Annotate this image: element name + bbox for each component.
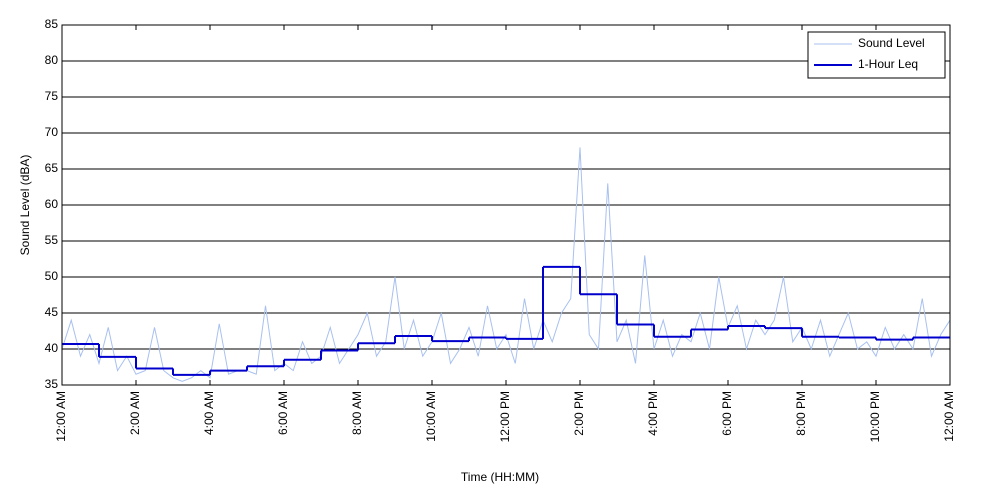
x-tick-label: 4:00 AM	[202, 391, 216, 435]
y-tick-label: 60	[45, 197, 59, 211]
x-tick-label: 8:00 PM	[794, 391, 808, 436]
legend-label: 1-Hour Leq	[858, 57, 918, 71]
y-tick-label: 50	[45, 269, 59, 283]
x-tick-label: 2:00 PM	[572, 391, 586, 436]
y-tick-label: 80	[45, 53, 59, 67]
y-tick-label: 70	[45, 125, 59, 139]
y-tick-label: 45	[45, 305, 59, 319]
y-tick-label: 35	[45, 377, 59, 391]
y-tick-label: 75	[45, 89, 59, 103]
legend-box	[807, 31, 946, 79]
x-tick-label: 4:00 PM	[646, 391, 660, 436]
x-axis-label: Time (HH:MM)	[461, 470, 539, 484]
plot-frame	[61, 24, 951, 386]
x-tick-label: 6:00 AM	[276, 391, 290, 435]
x-tick-label: 6:00 PM	[720, 391, 734, 436]
x-tick-label: 12:00 AM	[942, 391, 956, 442]
x-tick-label: 12:00 AM	[54, 391, 68, 442]
x-tick-label: 8:00 AM	[350, 391, 364, 435]
x-tick-label: 2:00 AM	[128, 391, 142, 435]
y-tick-label: 40	[45, 341, 59, 355]
x-tick-label: 10:00 PM	[868, 391, 882, 442]
x-tick-label: 10:00 AM	[424, 391, 438, 442]
x-tick-label: 12:00 PM	[498, 391, 512, 442]
y-axis-label: Sound Level (dBA)	[18, 155, 32, 256]
y-tick-label: 55	[45, 233, 59, 247]
legend-label: Sound Level	[858, 36, 925, 50]
y-tick-label: 65	[45, 161, 59, 175]
y-tick-label: 85	[45, 17, 59, 31]
